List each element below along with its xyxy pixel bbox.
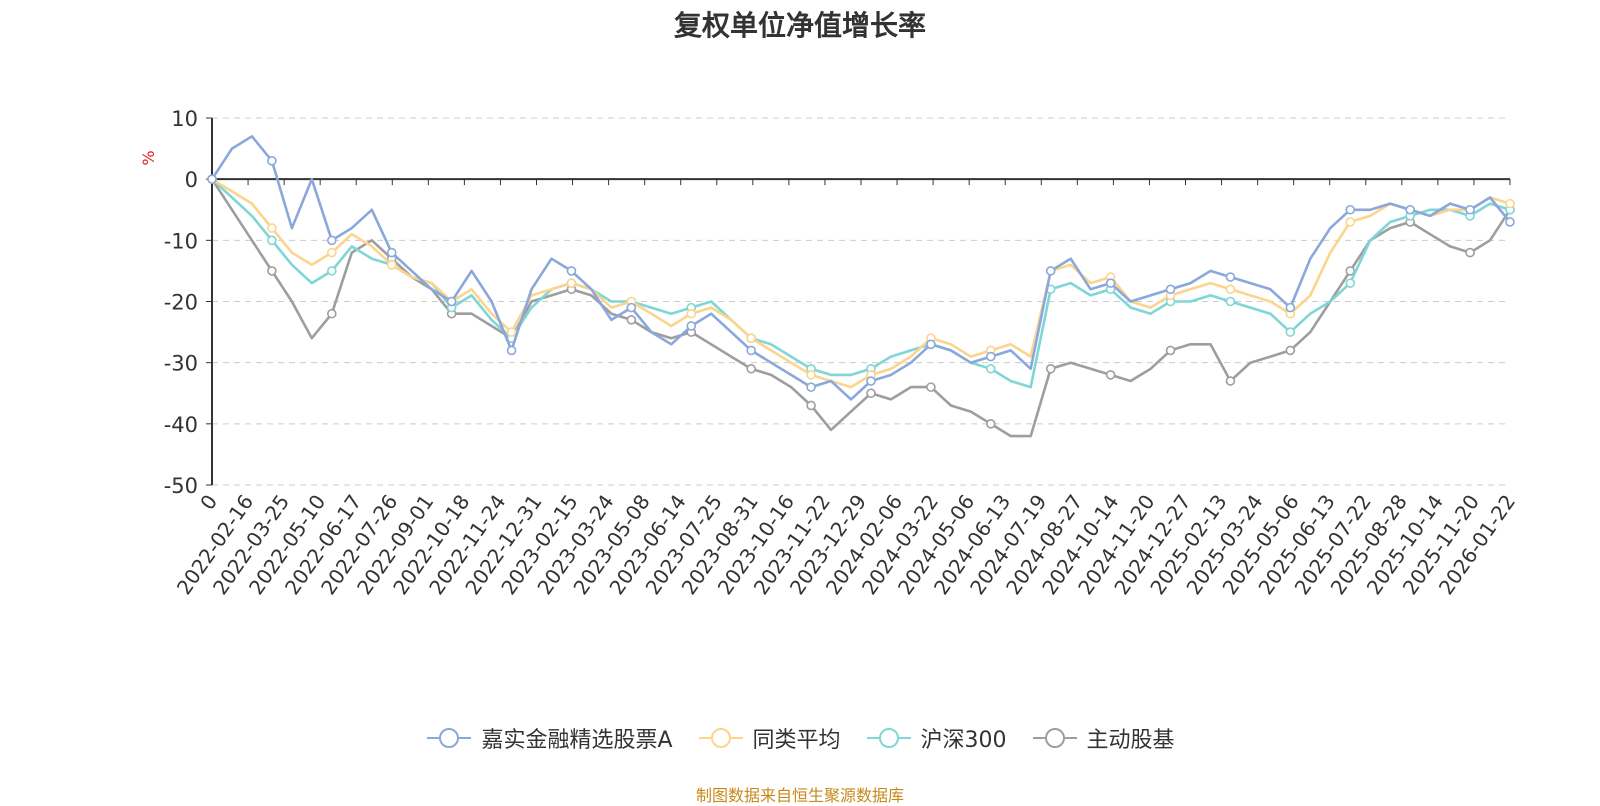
y-tick-label: -30 xyxy=(164,352,198,376)
data-point xyxy=(386,247,397,258)
data-point xyxy=(985,363,996,374)
series-line-0 xyxy=(210,135,1512,401)
data-point xyxy=(985,419,996,429)
legend-label: 同类平均 xyxy=(752,728,841,753)
data-point xyxy=(1345,278,1356,288)
data-point xyxy=(1505,198,1515,209)
data-point xyxy=(506,327,517,337)
data-point xyxy=(686,321,697,331)
legend-item-series-0[interactable]: 嘉实金融精选股票A xyxy=(425,722,673,754)
data-point xyxy=(267,156,277,166)
legend-label: 嘉实金融精选股票A xyxy=(481,728,673,753)
data-point xyxy=(806,370,816,380)
legend-marker-icon xyxy=(427,728,472,748)
data-source-note: 制图数据来自恒生聚源数据库 xyxy=(695,786,904,805)
data-point xyxy=(626,302,637,313)
y-axis-label: % xyxy=(139,150,158,165)
legend-item-series-2[interactable]: 沪深300 xyxy=(865,722,1007,754)
data-point xyxy=(1045,363,1056,374)
data-point xyxy=(985,351,996,362)
data-point xyxy=(866,376,876,386)
data-point xyxy=(267,235,277,246)
data-point xyxy=(926,382,936,392)
legend-label: 主动股基 xyxy=(1086,728,1175,753)
data-point xyxy=(267,266,277,276)
data-point xyxy=(1465,204,1475,215)
legend-item-series-3[interactable]: 主动股基 xyxy=(1031,722,1175,754)
data-point xyxy=(267,223,277,233)
series-line-1 xyxy=(211,178,1511,389)
series-lines xyxy=(207,135,1515,438)
data-point xyxy=(1345,204,1356,215)
data-point xyxy=(1345,266,1356,276)
data-point xyxy=(1165,345,1176,356)
data-point xyxy=(866,388,876,399)
axis-labels: 100-10-20-30-40-50%02022-02-162022-03-25… xyxy=(139,107,1520,599)
data-point xyxy=(1105,278,1116,288)
line-chart: 100-10-20-30-40-50%02022-02-162022-03-25… xyxy=(139,107,1520,599)
data-point xyxy=(806,382,816,392)
data-point xyxy=(1105,370,1116,380)
legend: 嘉实金融精选股票A 同类平均 沪深300 主动股基 xyxy=(0,722,1600,754)
data-point xyxy=(1345,217,1356,227)
data-point xyxy=(926,339,936,350)
legend-item-series-1[interactable]: 同类平均 xyxy=(697,722,841,754)
data-point xyxy=(1405,204,1415,215)
data-point xyxy=(566,278,577,288)
data-point xyxy=(746,363,756,374)
data-point xyxy=(446,296,457,307)
legend-label: 沪深300 xyxy=(920,728,1007,753)
data-point xyxy=(386,259,397,270)
data-point xyxy=(1225,272,1236,282)
data-point xyxy=(207,174,217,184)
data-point xyxy=(1505,217,1515,227)
y-tick-label: 10 xyxy=(171,107,198,131)
data-point xyxy=(327,266,337,276)
legend-marker-icon xyxy=(866,728,911,748)
data-point xyxy=(1285,345,1296,356)
grid-lines xyxy=(212,117,1510,486)
data-point xyxy=(1465,247,1475,258)
data-point xyxy=(327,308,337,319)
data-point xyxy=(1165,284,1176,295)
x-tick-label: 0 xyxy=(195,490,222,514)
chart-title: 复权单位净值增长率 xyxy=(673,9,926,42)
series-line-3 xyxy=(210,178,1512,438)
y-tick-label: -20 xyxy=(164,291,198,315)
data-point xyxy=(686,308,697,319)
y-tick-label: -40 xyxy=(164,413,198,437)
data-point xyxy=(806,400,816,411)
data-point xyxy=(746,345,756,356)
data-point xyxy=(746,333,756,344)
data-point xyxy=(327,247,337,258)
data-point xyxy=(626,315,637,325)
data-point xyxy=(1285,327,1296,337)
data-point xyxy=(327,235,337,246)
axes xyxy=(206,117,1511,486)
data-point xyxy=(1225,296,1236,307)
data-point xyxy=(506,345,517,356)
data-point xyxy=(566,266,577,276)
legend-marker-icon xyxy=(1032,728,1077,748)
data-point xyxy=(1225,376,1236,386)
y-tick-label: 0 xyxy=(185,168,198,192)
legend-marker-icon xyxy=(698,728,743,748)
data-point xyxy=(1285,302,1296,313)
data-point xyxy=(1045,266,1056,276)
y-tick-label: -10 xyxy=(164,229,198,253)
data-point xyxy=(1225,284,1236,295)
y-tick-label: -50 xyxy=(164,474,198,498)
